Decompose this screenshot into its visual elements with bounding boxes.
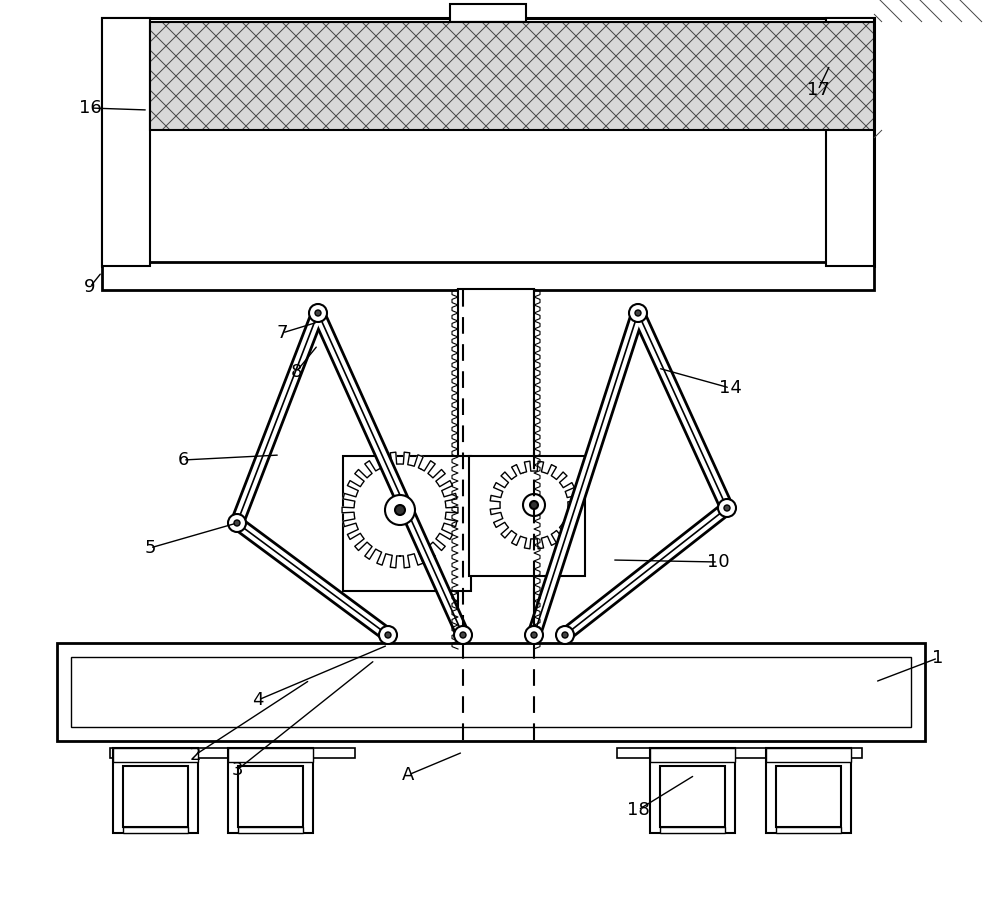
Circle shape — [531, 632, 537, 638]
Circle shape — [718, 499, 736, 517]
Circle shape — [460, 632, 466, 638]
Text: 1: 1 — [932, 649, 944, 667]
Polygon shape — [342, 452, 458, 568]
Bar — [123, 766, 188, 827]
Circle shape — [379, 626, 397, 644]
Bar — [102, 18, 874, 266]
Bar — [469, 456, 585, 576]
Text: 18: 18 — [627, 801, 649, 819]
Text: 3: 3 — [231, 761, 243, 779]
Text: A: A — [402, 766, 414, 784]
Bar — [776, 827, 841, 833]
Circle shape — [234, 520, 240, 526]
Circle shape — [315, 310, 321, 316]
Circle shape — [562, 632, 568, 638]
Bar — [776, 766, 841, 827]
Bar — [238, 766, 303, 827]
Circle shape — [454, 626, 472, 644]
Circle shape — [385, 632, 391, 638]
Bar — [71, 657, 911, 727]
Text: 14: 14 — [719, 379, 741, 397]
Circle shape — [309, 304, 327, 322]
Circle shape — [523, 494, 545, 516]
Bar — [57, 643, 925, 741]
Circle shape — [629, 304, 647, 322]
Bar — [228, 748, 313, 762]
Text: 8: 8 — [290, 363, 302, 381]
Circle shape — [530, 501, 538, 509]
Bar — [650, 748, 735, 762]
Text: 6: 6 — [177, 451, 189, 469]
Bar — [450, 4, 526, 22]
Circle shape — [525, 626, 543, 644]
Circle shape — [635, 310, 641, 316]
Bar — [660, 766, 725, 827]
Bar — [617, 748, 862, 758]
Bar — [123, 827, 188, 833]
Bar — [228, 748, 313, 833]
Bar — [766, 748, 851, 833]
Circle shape — [395, 505, 405, 515]
Text: 7: 7 — [276, 324, 288, 342]
Bar — [150, 22, 874, 130]
Text: 16: 16 — [79, 99, 101, 117]
Text: 9: 9 — [84, 278, 96, 296]
Circle shape — [724, 505, 730, 511]
Text: 2: 2 — [189, 746, 201, 764]
Polygon shape — [490, 461, 578, 549]
Bar — [826, 18, 874, 266]
Bar — [113, 748, 198, 762]
Bar — [150, 22, 874, 130]
Bar — [113, 748, 198, 833]
Bar — [458, 289, 534, 651]
Bar — [238, 827, 303, 833]
Bar — [343, 456, 471, 591]
Bar — [110, 748, 355, 758]
Bar — [766, 748, 851, 762]
Circle shape — [556, 626, 574, 644]
Text: 10: 10 — [707, 553, 729, 571]
Bar — [660, 827, 725, 833]
Text: 17: 17 — [807, 81, 829, 99]
Circle shape — [228, 514, 246, 532]
Text: 4: 4 — [252, 691, 264, 709]
Text: 5: 5 — [144, 539, 156, 557]
Circle shape — [385, 495, 415, 525]
Bar — [650, 748, 735, 833]
Bar — [102, 262, 874, 290]
Bar — [102, 18, 150, 266]
